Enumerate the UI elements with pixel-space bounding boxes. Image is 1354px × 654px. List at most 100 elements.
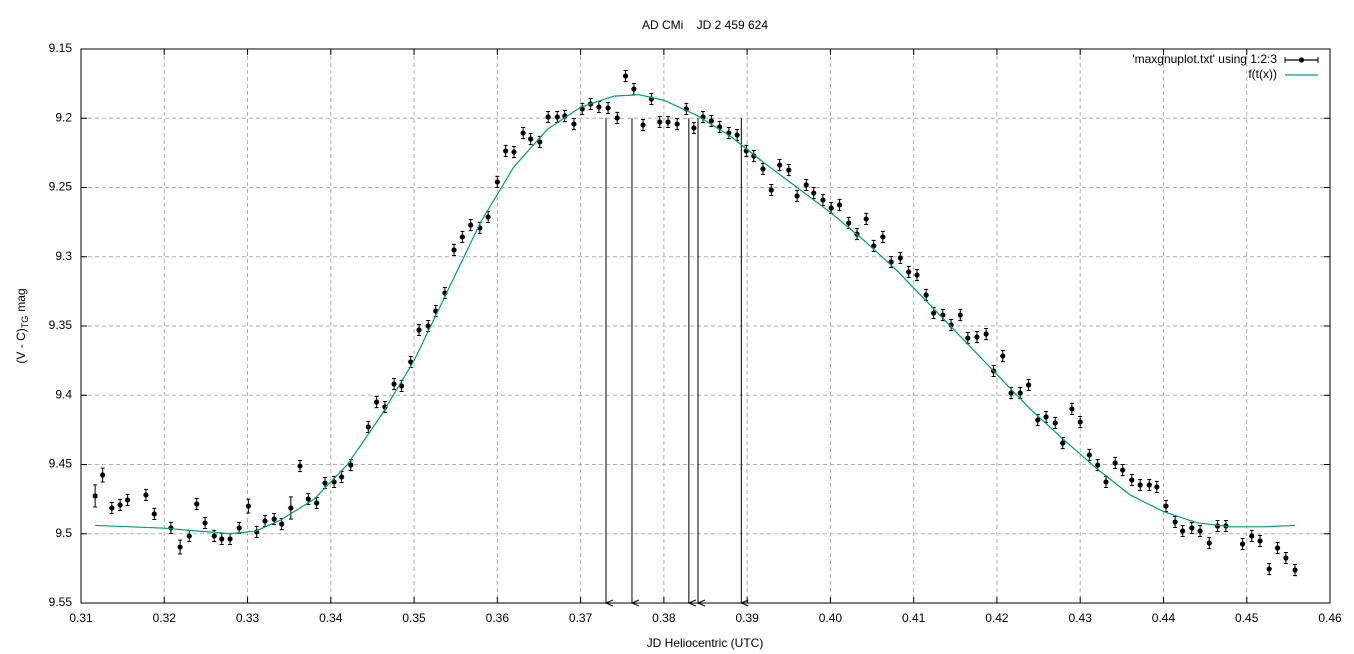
data-point — [236, 525, 242, 531]
data-point — [1249, 533, 1255, 539]
y-axis-label: (V - C)TG mag — [14, 288, 30, 363]
data-point — [297, 463, 303, 469]
data-point — [314, 500, 320, 506]
data-point — [768, 187, 774, 193]
data-point — [528, 136, 534, 142]
data-point — [545, 114, 551, 120]
data-point — [1239, 541, 1246, 547]
y-tick-label: 9.4 — [55, 387, 72, 401]
data-point — [279, 521, 285, 527]
data-point — [691, 125, 697, 131]
y-tick-label: 9.45 — [49, 457, 73, 471]
data-point — [1008, 390, 1014, 396]
x-tick-label: 0.45 — [1235, 611, 1259, 625]
data-point — [177, 544, 183, 550]
data-point — [262, 518, 268, 524]
plot-border — [80, 48, 1331, 604]
data-point — [811, 190, 817, 196]
data-point — [194, 501, 200, 507]
data-point — [245, 503, 251, 509]
data-point — [520, 130, 526, 136]
data-point — [631, 86, 637, 92]
data-point — [511, 149, 517, 155]
data-point — [322, 480, 328, 486]
data-point — [794, 193, 800, 199]
data-point — [880, 234, 886, 240]
y-tick-label: 9.2 — [55, 110, 72, 124]
data-point — [219, 536, 225, 542]
data-point — [622, 73, 629, 79]
data-point — [1069, 406, 1075, 412]
data-point — [168, 525, 174, 531]
data-point — [803, 182, 809, 188]
data-point — [288, 505, 294, 511]
data-point — [503, 148, 509, 154]
x-tick-label: 0.39 — [735, 611, 759, 625]
data-point — [1283, 555, 1289, 561]
y-axis-label-main: (V - C) — [14, 328, 28, 363]
data-point — [1146, 482, 1152, 488]
data-point — [1274, 545, 1281, 551]
data-point — [100, 472, 106, 478]
data-point — [974, 334, 980, 340]
legend-label: f(t(x)) — [1248, 67, 1277, 81]
data-point — [863, 216, 869, 222]
data-point — [125, 497, 131, 503]
data-point — [1206, 540, 1212, 546]
data-point — [143, 492, 149, 498]
x-tick-label: 0.42 — [985, 611, 1009, 625]
data-point — [1180, 528, 1186, 534]
y-axis-label-unit: mag — [14, 288, 28, 311]
data-point — [451, 247, 457, 253]
data-point — [846, 220, 852, 226]
data-point — [640, 122, 646, 128]
x-tick-label: 0.34 — [319, 611, 343, 625]
data-point — [1172, 519, 1178, 525]
data-point — [777, 162, 783, 168]
data-point — [957, 312, 963, 318]
chart-title: AD CMi JD 2 459 624 — [642, 18, 768, 32]
data-point — [1163, 503, 1169, 509]
data-point — [1257, 538, 1263, 544]
data-point — [391, 381, 397, 387]
data-point — [1189, 525, 1195, 531]
x-tick-label: 0.35 — [402, 611, 426, 625]
data-point — [1103, 479, 1109, 485]
y-tick-label: 9.55 — [49, 595, 73, 609]
data-point — [1086, 452, 1092, 458]
data-point — [1052, 420, 1058, 426]
x-tick-label: 0.46 — [1318, 611, 1342, 625]
data-point — [1292, 567, 1298, 573]
data-point — [836, 202, 843, 208]
data-point — [751, 153, 757, 159]
data-point — [657, 119, 663, 125]
data-point — [202, 520, 208, 526]
data-point — [871, 243, 877, 249]
fit-curve — [95, 94, 1296, 535]
y-tick-label: 9.25 — [49, 180, 73, 194]
data-point — [605, 105, 611, 111]
data-point — [786, 167, 792, 173]
data-point — [227, 536, 233, 542]
y-tick-label: 9.15 — [49, 41, 73, 55]
data-point — [109, 505, 115, 511]
x-tick-label: 0.37 — [569, 611, 593, 625]
y-tick-label: 9.3 — [55, 249, 72, 263]
x-axis-label: JD Heliocentric (UTC) — [647, 636, 764, 650]
data-point — [596, 104, 602, 110]
data-point — [494, 179, 500, 185]
x-tick-label: 0.38 — [652, 611, 676, 625]
data-point — [117, 502, 123, 508]
data-point — [339, 474, 345, 480]
legend-swatch-dot — [1298, 57, 1305, 63]
data-point — [906, 269, 912, 275]
data-point — [1137, 482, 1143, 488]
data-point — [1043, 414, 1049, 420]
data-point — [665, 119, 671, 125]
data-point — [828, 205, 834, 211]
data-point — [1035, 417, 1041, 423]
data-point — [1000, 353, 1006, 359]
data-point — [897, 255, 903, 261]
data-point — [186, 533, 192, 539]
